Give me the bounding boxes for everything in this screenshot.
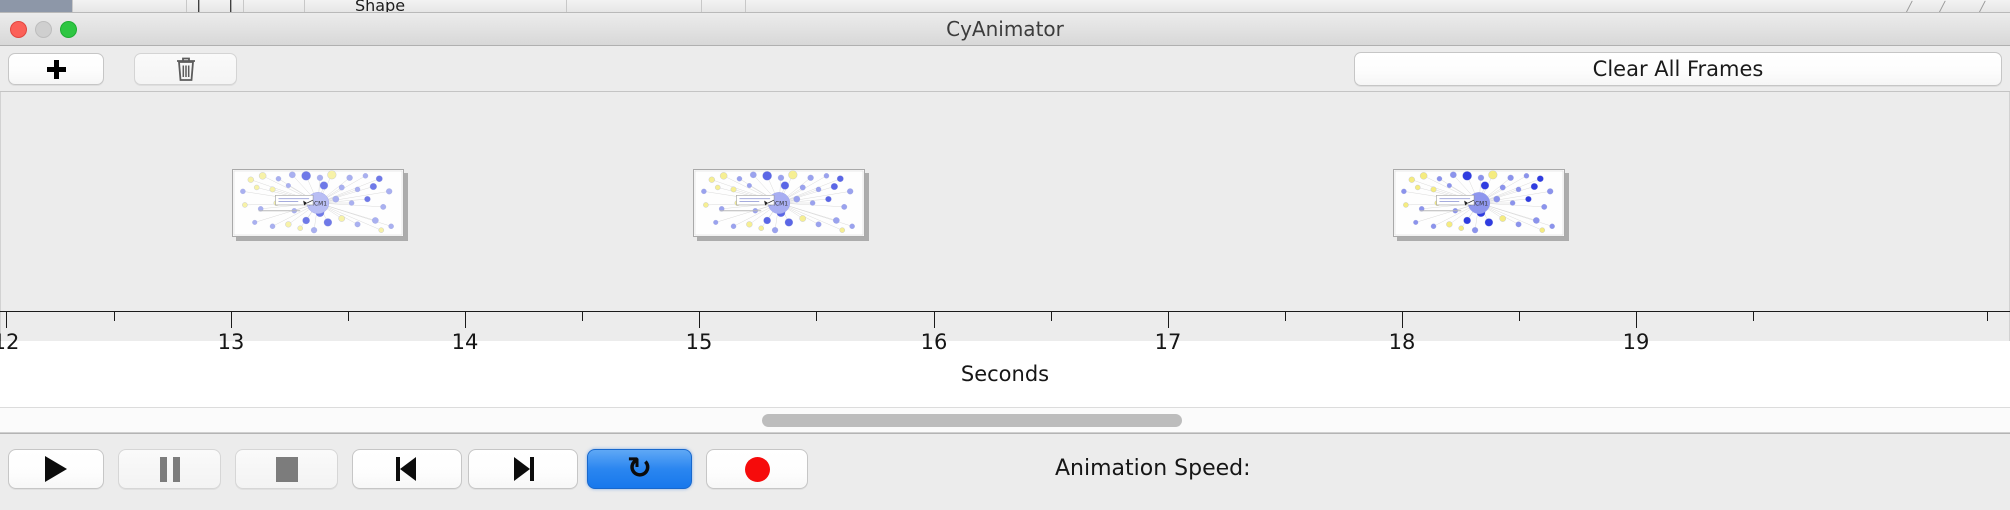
- toolbar: Clear All Frames: [0, 46, 2010, 92]
- axis-tick-major: [231, 312, 232, 328]
- axis-tick-major: [1636, 312, 1637, 328]
- trash-icon: [176, 57, 195, 81]
- axis-tick-label: 17: [1154, 330, 1182, 354]
- axis-tick-label: 15: [685, 330, 713, 354]
- axis-tick-major: [1168, 312, 1169, 328]
- background-divider: [304, 0, 305, 12]
- delete-frame-button[interactable]: [134, 53, 237, 85]
- skip-back-icon: [394, 456, 420, 482]
- zoom-icon[interactable]: [60, 21, 77, 38]
- background-divider: [186, 0, 187, 12]
- background-divider: [243, 0, 244, 12]
- axis-tick-major: [6, 312, 7, 328]
- svg-text:MCM1: MCM1: [770, 201, 788, 207]
- record-icon: [744, 456, 770, 482]
- stop-button[interactable]: [235, 449, 338, 489]
- playback-bar: ↻ Animation Speed:: [0, 433, 2010, 510]
- keyframe-2[interactable]: MCM1: [693, 169, 865, 237]
- background-divider: [701, 0, 702, 12]
- background-divider: [566, 0, 567, 12]
- axis-title: Seconds: [960, 362, 1050, 386]
- stop-icon: [275, 456, 298, 482]
- keyframe-1[interactable]: MCM1: [232, 169, 404, 237]
- axis-tick-minor: [114, 312, 115, 321]
- pause-button[interactable]: [118, 449, 221, 489]
- axis-tick-label: 18: [1388, 330, 1416, 354]
- timeline-panel[interactable]: MCM1 MCM1 MCM1: [0, 92, 2010, 341]
- timeline-scrollbar[interactable]: [0, 407, 2010, 433]
- plus-icon: [46, 59, 66, 79]
- close-icon[interactable]: [10, 21, 27, 38]
- play-button[interactable]: [8, 449, 104, 489]
- pause-icon: [159, 456, 180, 482]
- traffic-lights: [10, 21, 77, 38]
- background-divider: [745, 0, 746, 12]
- clear-all-frames-button[interactable]: Clear All Frames: [1354, 52, 2002, 86]
- axis-tick-major: [1402, 312, 1403, 328]
- loop-icon: ↻: [626, 451, 653, 486]
- axis-tick-label: 12: [0, 330, 20, 354]
- svg-text:MCM1: MCM1: [1470, 201, 1488, 207]
- keyframe-3[interactable]: MCM1: [1393, 169, 1565, 237]
- axis-tick-minor: [1051, 312, 1052, 321]
- axis-tick-minor: [816, 312, 817, 321]
- background-divider: [72, 0, 73, 12]
- timeline-scrollbar-thumb[interactable]: [762, 414, 1182, 427]
- axis-tick-label: 13: [217, 330, 245, 354]
- axis-tick-minor: [1519, 312, 1520, 321]
- axis-tick-major: [934, 312, 935, 328]
- axis-tick-major: [465, 312, 466, 328]
- title-bar: CyAnimator: [0, 13, 2010, 46]
- play-icon: [45, 456, 67, 482]
- record-button[interactable]: [706, 449, 808, 489]
- minimize-icon[interactable]: [35, 21, 52, 38]
- svg-text:MCM1: MCM1: [309, 201, 327, 207]
- skip-to-end-button[interactable]: [468, 449, 578, 489]
- axis-tick-minor: [1987, 312, 1988, 321]
- axis-tick-minor: [1285, 312, 1286, 321]
- background-divider: [386, 0, 387, 12]
- clear-all-frames-label: Clear All Frames: [1592, 57, 1764, 81]
- skip-forward-icon: [510, 456, 536, 482]
- axis-tick-minor: [348, 312, 349, 321]
- background-selected-cell: [0, 0, 72, 12]
- window-title: CyAnimator: [946, 17, 1064, 41]
- axis-tick-major: [699, 312, 700, 328]
- axis-tick-minor: [1753, 312, 1754, 321]
- background-window-strip: | | Shape ╱ ╱ ╱: [0, 0, 2010, 13]
- animation-speed-label: Animation Speed:: [1055, 456, 1251, 481]
- axis-tick-minor: [582, 312, 583, 321]
- axis-tick-label: 16: [920, 330, 948, 354]
- loop-button[interactable]: ↻: [587, 449, 692, 489]
- axis-tick-label: 19: [1622, 330, 1650, 354]
- add-frame-button[interactable]: [8, 53, 104, 85]
- background-window-label: Shape: [355, 0, 406, 13]
- axis-tick-label: 14: [451, 330, 479, 354]
- skip-to-start-button[interactable]: [352, 449, 462, 489]
- timeline-axis-line: [0, 311, 2010, 312]
